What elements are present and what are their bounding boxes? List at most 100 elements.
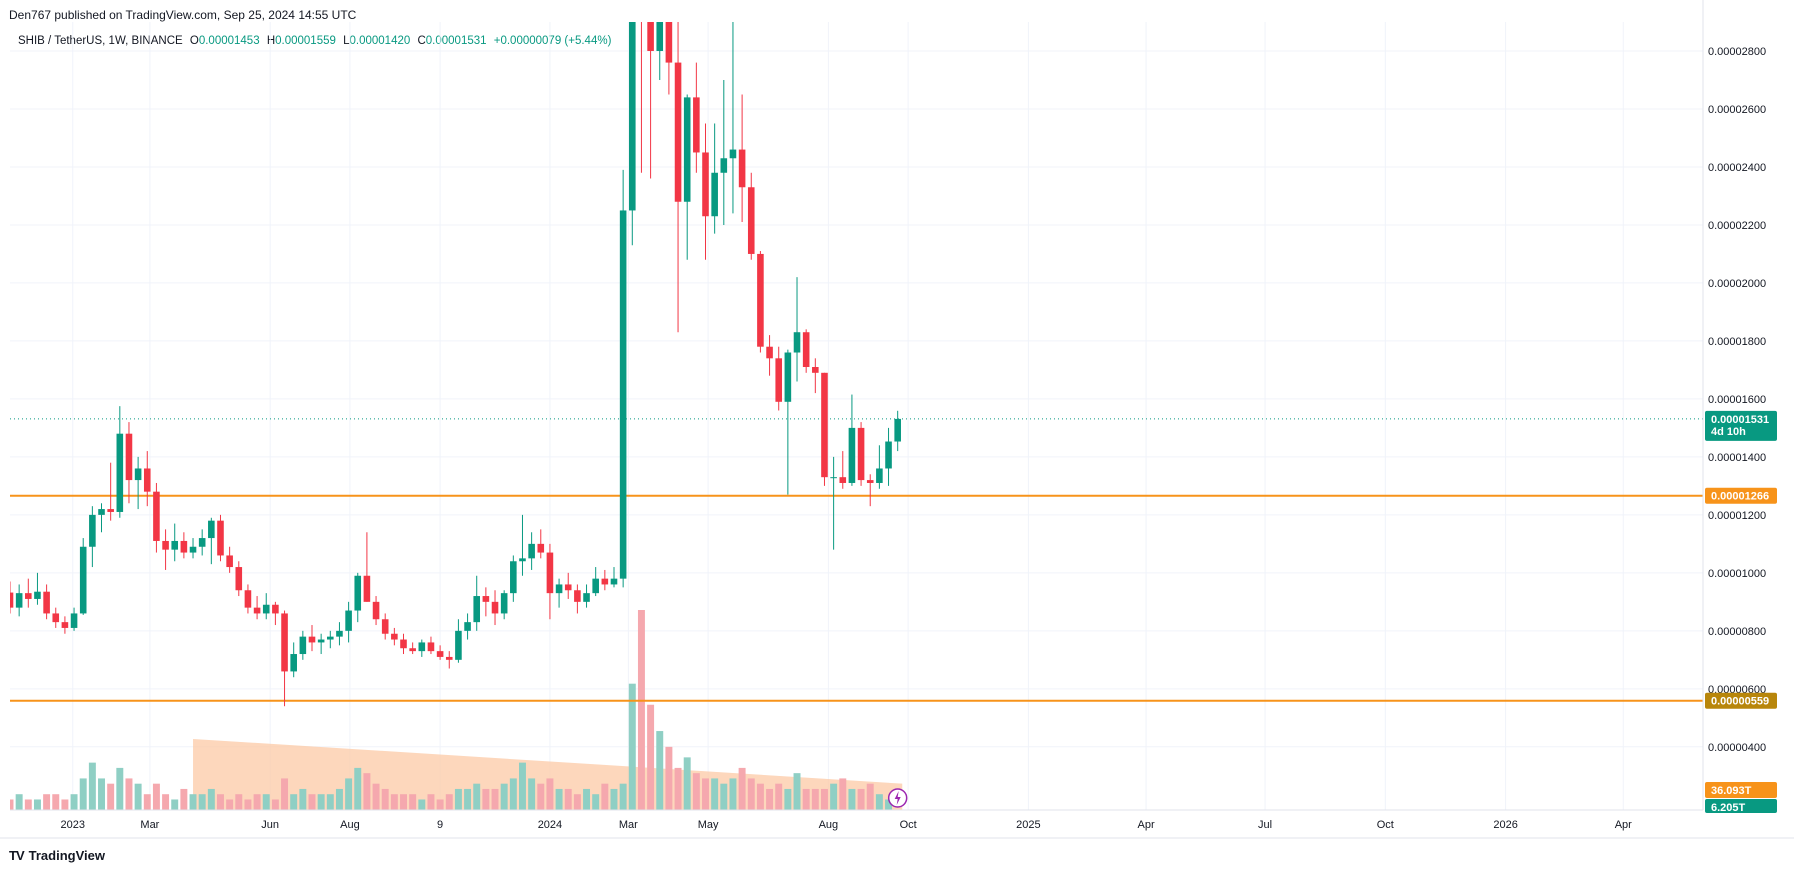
volume-bar: [262, 794, 270, 810]
volume-bar: [610, 788, 618, 810]
candle-body: [885, 441, 892, 469]
candle-body: [674, 62, 682, 202]
candle-body: [235, 567, 243, 591]
volume-bar: [226, 799, 234, 810]
volume-bar: [363, 773, 371, 810]
volume-bar: [665, 746, 673, 810]
candle-body: [757, 253, 764, 347]
volume-bar: [52, 794, 60, 810]
y-tick-label: 0.00002600: [1708, 104, 1766, 116]
volume-bar: [244, 799, 252, 810]
candle-body: [189, 546, 197, 553]
axes: 0.00002800 0.00002600 0.00002400 0.00002200…: [0, 0, 1794, 839]
volume-bar: [811, 788, 819, 810]
legend-change: +0.00000079 (+5.44%): [493, 35, 612, 47]
candle-body: [775, 358, 783, 402]
candle-body: [738, 149, 746, 188]
volume-pane: [10, 610, 903, 810]
candle-body: [711, 172, 718, 217]
volume-bar: [830, 783, 838, 810]
x-tick-label: Aug: [340, 819, 360, 831]
candle-body: [354, 575, 362, 611]
volume-bar: [656, 731, 664, 810]
last-price-tag-bg: [1705, 410, 1777, 441]
candle-body: [793, 332, 801, 353]
level-tag-text: 0.00000559: [1711, 696, 1769, 708]
volume-tag-bg: [1705, 799, 1777, 813]
volume-bar: [729, 778, 737, 810]
horizontal-levels[interactable]: [10, 418, 1703, 702]
candle-body: [830, 477, 837, 479]
candle-body: [821, 372, 828, 478]
volume-bar: [793, 773, 801, 810]
volume-tag-text: 6.205T: [1711, 802, 1746, 814]
volume-bar: [15, 794, 23, 810]
tradingview-footer[interactable]: TV TradingView: [9, 848, 105, 863]
candle-body: [747, 187, 755, 254]
legend-close-label: C: [417, 35, 426, 47]
candle-body: [610, 578, 618, 585]
volume-bar: [390, 794, 398, 810]
last-price-tag-text: 0.00001531: [1711, 414, 1769, 426]
candle-body: [52, 613, 60, 623]
candle-body: [43, 591, 50, 614]
volume-bar: [88, 762, 96, 810]
volume-bar: [171, 799, 179, 810]
volume-bar: [43, 794, 51, 810]
candle-body: [473, 596, 481, 623]
y-tick-label: 0.00002200: [1708, 220, 1766, 232]
volume-bar: [418, 799, 426, 810]
volume-bar: [198, 794, 206, 810]
candle-body: [482, 596, 490, 602]
candle-body: [693, 97, 700, 153]
x-tick-label: Apr: [1138, 819, 1155, 831]
volume-bar: [180, 788, 188, 810]
candle-body: [427, 642, 435, 652]
volume-bar: [839, 778, 847, 810]
candle-body: [564, 584, 572, 591]
volume-bar: [98, 778, 105, 810]
x-tick-label: 2026: [1493, 819, 1517, 831]
y-tick-label: 0.00001400: [1708, 452, 1766, 464]
candle-body: [10, 592, 14, 608]
candle-body: [784, 352, 792, 402]
candle-body: [619, 210, 627, 579]
x-tick-label: Apr: [1615, 819, 1632, 831]
candle-body: [464, 622, 471, 631]
candle-body: [409, 648, 416, 652]
candle-body: [628, 22, 636, 211]
volume-bar: [409, 794, 417, 810]
candle-body: [592, 578, 599, 594]
candle-body: [253, 607, 261, 614]
volume-bar: [290, 794, 298, 810]
candle-body: [70, 613, 78, 628]
candle-body: [336, 630, 343, 637]
volume-bar: [427, 794, 435, 810]
volume-bar: [345, 778, 353, 810]
x-tick-label: Mar: [619, 819, 638, 831]
volume-bar: [518, 762, 526, 810]
volume-bar: [555, 788, 563, 810]
volume-bar: [885, 799, 893, 810]
x-tick-label: Jul: [1258, 819, 1272, 831]
candle-body: [839, 477, 847, 483]
candle-body: [812, 367, 819, 373]
y-tick-label: 0.00002000: [1708, 278, 1766, 290]
volume-bar: [454, 788, 462, 810]
volume-bar: [683, 757, 691, 810]
volume-bar: [537, 783, 545, 810]
volume-bar: [381, 788, 389, 810]
candle-body: [436, 651, 444, 657]
volume-bar: [601, 783, 609, 810]
tradingview-brand: TradingView: [28, 848, 105, 863]
y-tick-label: 0.00001600: [1708, 394, 1766, 406]
candle-body: [601, 578, 609, 585]
volume-bar: [583, 788, 591, 810]
candle-body: [217, 520, 224, 556]
volume-bar: [692, 773, 700, 810]
grid: [10, 22, 1703, 810]
volume-bar: [217, 794, 224, 810]
volume-bar: [500, 783, 508, 810]
